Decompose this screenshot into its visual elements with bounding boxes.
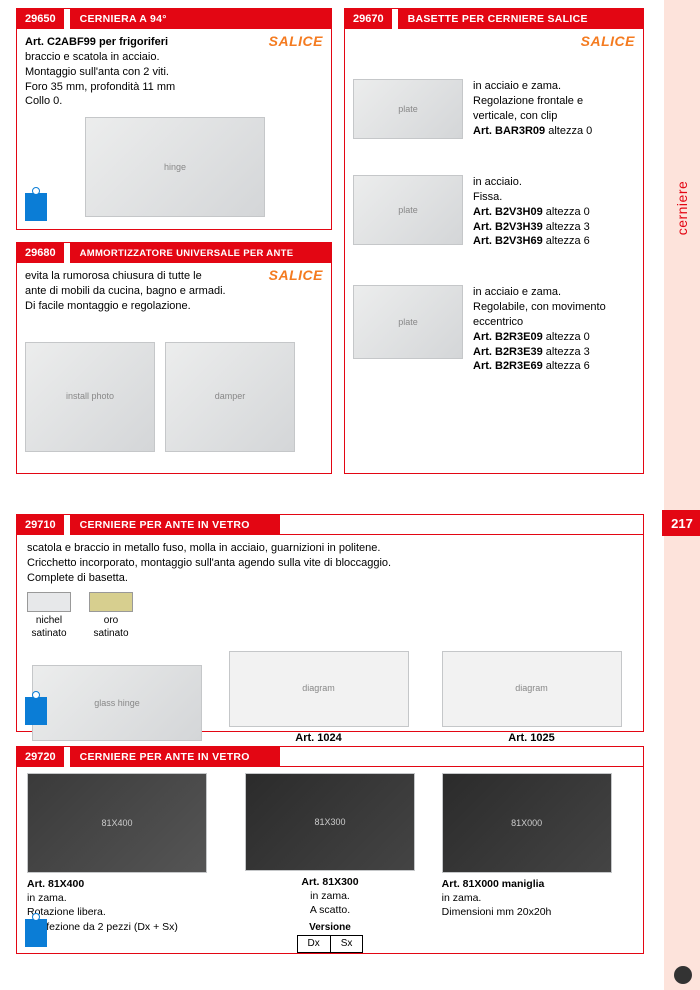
article-detail: altezza 0 — [546, 331, 590, 343]
desc-line: Rotazione libera. — [27, 905, 218, 919]
desc-line: Cricchetto incorporato, montaggio sull'a… — [27, 556, 633, 571]
finish-swatch: oro satinato — [89, 592, 133, 641]
desc-line: in zama. — [442, 891, 633, 905]
desc-line: Dimensioni mm 20x20h — [442, 905, 633, 919]
product-image: 81X300 — [245, 773, 415, 871]
product-row: plate in acciaio. Fissa. Art. B2V3H09 al… — [353, 175, 635, 249]
panel-title: CERNIERA A 94° — [70, 9, 331, 29]
article-code: Art. B2R3E39 — [473, 346, 543, 358]
product-block: 81X000 Art. 81X000 maniglia in zama. Dim… — [442, 773, 633, 920]
desc-line: Confezione da 2 pezzi (Dx + Sx) — [27, 920, 218, 934]
desc-line: Regolazione frontale e — [473, 94, 635, 109]
article-code: Art. BAR3R09 — [473, 125, 545, 137]
desc-line: Montaggio sull'anta con 2 viti. — [25, 65, 323, 80]
desc-line: braccio e scatola in acciaio. — [25, 50, 323, 65]
table-header: Versione — [297, 920, 363, 936]
desc-line: ante di mobili da cucina, bagno e armadi… — [25, 284, 323, 299]
desc-line: in acciaio e zama. — [473, 285, 635, 300]
article-code: Art. B2V3H09 — [473, 206, 543, 218]
desc-line: Foro 35 mm, profondità 11 mm — [25, 80, 323, 95]
article-detail: altezza 3 — [546, 346, 590, 358]
article-detail: altezza 0 — [546, 206, 590, 218]
desc-line: Regolabile, con movimento — [473, 300, 635, 315]
desc-line: Di facile montaggio e regolazione. — [25, 299, 323, 314]
swatch-chip — [27, 592, 71, 612]
desc-line: in acciaio. — [473, 175, 635, 190]
article-code: Art. 1024 — [217, 731, 420, 746]
panel-29710: 29710 CERNIERE PER ANTE IN VETRO scatola… — [16, 514, 644, 732]
product-block: 81X300 Art. 81X300 in zama. A scatto. Ve… — [234, 773, 425, 953]
article-code: Art. B2R3E69 — [473, 360, 543, 372]
desc-line: Collo 0. — [25, 94, 323, 109]
tag-icon — [25, 193, 47, 221]
diagram-image: diagram — [442, 651, 622, 727]
table-cell: Sx — [330, 936, 363, 953]
article-code: Art. B2V3H69 — [473, 235, 543, 247]
article-code: Art. B2R3E09 — [473, 331, 543, 343]
desc-line: A scatto. — [234, 903, 425, 917]
side-category-label: cerniere — [674, 181, 690, 236]
desc-line: Fissa. — [473, 190, 635, 205]
desc-line: eccentrico — [473, 315, 635, 330]
product-image: plate — [353, 175, 463, 245]
swatch-chip — [89, 592, 133, 612]
product-image: glass hinge — [32, 665, 202, 741]
product-image: damper — [165, 342, 295, 452]
article-code: Art. 81X300 — [234, 875, 425, 889]
panel-title: CERNIERE PER ANTE IN VETRO — [70, 515, 280, 535]
brand-label: SALICE — [269, 267, 323, 283]
finish-swatch: nichel satinato — [27, 592, 71, 641]
panel-code: 29680 — [17, 243, 64, 263]
product-image: install photo — [25, 342, 155, 452]
panel-code: 29710 — [17, 515, 64, 535]
panel-title: BASETTE PER CERNIERE SALICE — [398, 9, 643, 29]
desc-line: in zama. — [234, 889, 425, 903]
article-code: Art. B2V3H39 — [473, 221, 543, 233]
brand-label: SALICE — [581, 33, 635, 49]
swatch-label: oro satinato — [89, 614, 133, 641]
page-number: 217 — [662, 510, 700, 536]
product-image: plate — [353, 79, 463, 139]
article-code: Art. 81X000 maniglia — [442, 877, 633, 891]
swatch-label: nichel satinato — [27, 614, 71, 641]
product-image: hinge — [85, 117, 265, 217]
side-tab: cerniere 217 — [664, 0, 700, 990]
panel-code: 29650 — [17, 9, 64, 29]
article-code: Art. 81X400 — [27, 877, 218, 891]
version-table: Versione Dx Sx — [297, 920, 364, 953]
tag-icon — [25, 697, 47, 725]
panel-29720: 29720 CERNIERE PER ANTE IN VETRO 81X400 … — [16, 746, 644, 954]
product-row: plate in acciaio e zama. Regolazione fro… — [353, 79, 635, 139]
panel-29670: 29670 BASETTE PER CERNIERE SALICE SALICE… — [344, 8, 644, 474]
panel-29650: 29650 CERNIERA A 94° SALICE Art. C2ABF99… — [16, 8, 332, 230]
product-block: 81X400 Art. 81X400 in zama. Rotazione li… — [27, 773, 218, 934]
desc-line: Complete di basetta. — [27, 571, 633, 586]
desc-line: in acciaio e zama. — [473, 79, 635, 94]
panel-29680: 29680 AMMORTIZZATORE UNIVERSALE PER ANTE… — [16, 242, 332, 474]
product-row: plate in acciaio e zama. Regolabile, con… — [353, 285, 635, 374]
table-cell: Dx — [297, 936, 330, 953]
brand-label: SALICE — [269, 33, 323, 49]
desc-line: verticale, con clip — [473, 109, 635, 124]
corner-mark-icon — [674, 966, 692, 984]
tag-icon — [25, 919, 47, 947]
panel-title: AMMORTIZZATORE UNIVERSALE PER ANTE — [70, 243, 331, 263]
article-code: Art. 1025 — [430, 731, 633, 746]
diagram-image: diagram — [229, 651, 409, 727]
article-detail: altezza 6 — [546, 235, 590, 247]
desc-line: in zama. — [27, 891, 218, 905]
product-image: 81X000 — [442, 773, 612, 873]
panel-title: CERNIERE PER ANTE IN VETRO — [70, 747, 280, 767]
panel-code: 29670 — [345, 9, 392, 29]
product-image: plate — [353, 285, 463, 359]
article-detail: altezza 6 — [546, 360, 590, 372]
product-image: 81X400 — [27, 773, 207, 873]
panel-code: 29720 — [17, 747, 64, 767]
article-detail: altezza 3 — [546, 221, 590, 233]
desc-line: scatola e braccio in metallo fuso, molla… — [27, 541, 633, 556]
article-detail: altezza 0 — [548, 125, 592, 137]
